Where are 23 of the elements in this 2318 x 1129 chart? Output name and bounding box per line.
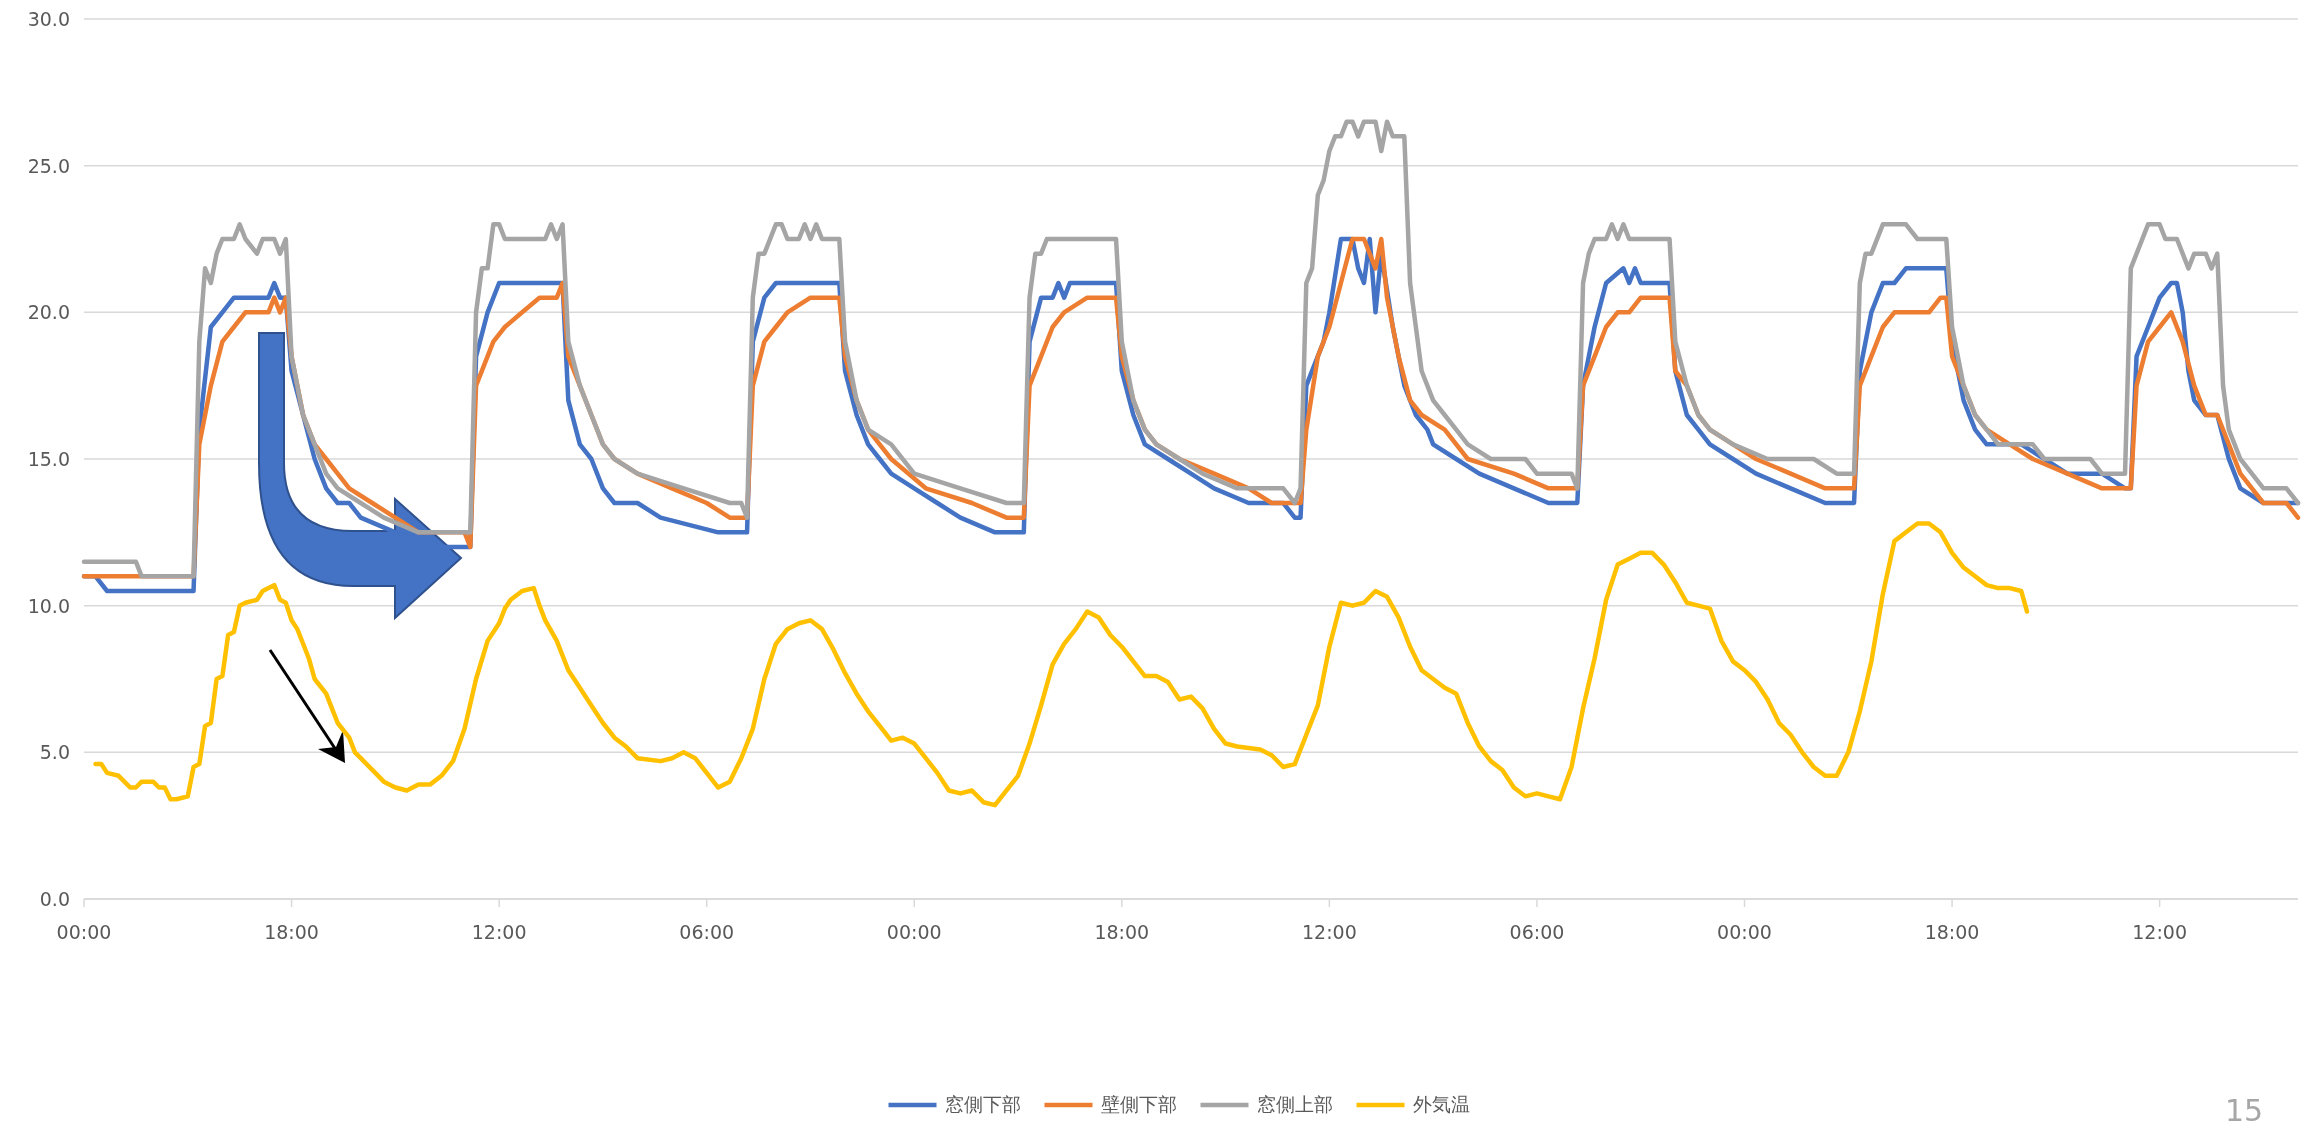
y-tick-label: 25.0 bbox=[27, 154, 70, 177]
y-tick-label: 30.0 bbox=[27, 8, 70, 30]
x-tick-label: 00:00 bbox=[1717, 921, 1772, 943]
x-tick-label: 12:00 bbox=[471, 921, 527, 943]
x-tick-label: 00:00 bbox=[886, 921, 942, 943]
y-tick-label: 5.0 bbox=[39, 741, 70, 764]
x-tick-label: 18:00 bbox=[1924, 921, 1980, 943]
text: 15 bbox=[2224, 1093, 2264, 1128]
y-tick-label: 0.0 bbox=[39, 888, 70, 910]
x-tick-label: 18:00 bbox=[264, 921, 319, 943]
legend-label: 窓側上部 bbox=[1256, 1093, 1333, 1115]
legend-label: 窓側下部 bbox=[944, 1093, 1021, 1115]
legend-label: 壁側下部 bbox=[1100, 1093, 1177, 1115]
x-tick-label: 06:00 bbox=[1509, 921, 1565, 943]
x-tick-label: 12:00 bbox=[1301, 921, 1357, 943]
y-tick-label: 20.0 bbox=[27, 301, 70, 324]
x-tick-label: 12:00 bbox=[2132, 921, 2188, 943]
legend-label: 外気温 bbox=[1412, 1093, 1470, 1115]
x-tick-label: 06:00 bbox=[679, 921, 735, 943]
x-tick-label: 00:00 bbox=[56, 921, 112, 943]
y-tick-label: 10.0 bbox=[27, 594, 70, 617]
y-tick-label: 15.0 bbox=[27, 448, 70, 470]
x-tick-label: 18:00 bbox=[1094, 921, 1150, 943]
